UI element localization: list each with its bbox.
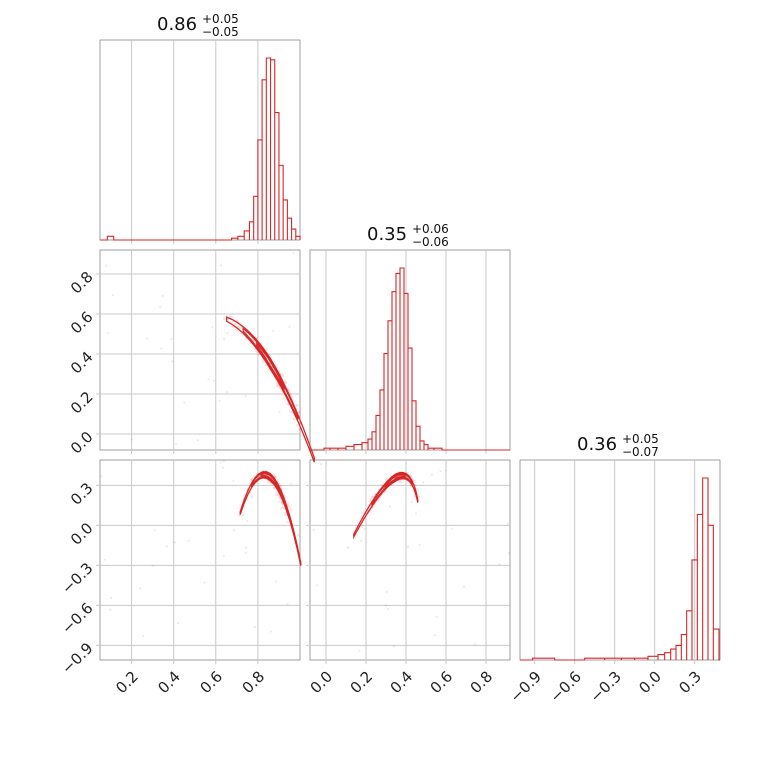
contour-0-1-1 (242, 327, 299, 420)
grid-1-0 (96, 250, 300, 454)
grid-0-0 (131, 40, 259, 244)
contour-0-1-0 (256, 341, 285, 390)
ytick-label-1-3: 0.6 (67, 308, 97, 338)
xtick-label-1-3: 0.6 (427, 668, 457, 698)
panel-scatter-0-2 (99, 459, 301, 661)
grid-2-2 (534, 460, 696, 664)
contour-0-1-2 (226, 316, 315, 463)
contour-1-2-1 (371, 472, 413, 508)
histogram-param-0 (100, 57, 301, 241)
panel-scatter-0-1 (99, 249, 301, 451)
ytick-label-1-2: 0.4 (67, 348, 97, 378)
xtick-label-2-0: −0.9 (506, 668, 544, 706)
xtick-label-0-2: 0.6 (196, 668, 226, 698)
title-param-2: 0.36 (577, 434, 617, 455)
ytick-label-2-3: 0.0 (67, 519, 97, 549)
xtick-label-1-2: 0.4 (387, 668, 417, 698)
contours-0-2 (239, 471, 302, 566)
title-param-1-plus: +0.06 (412, 222, 449, 236)
panel-scatter-1-2 (309, 459, 511, 661)
xtick-label-0-1: 0.4 (154, 668, 184, 698)
histogram-param-1 (310, 267, 510, 451)
scatter-0-1 (105, 251, 302, 446)
xtick-label-2-3: 0.0 (635, 668, 665, 698)
panel-hist-param-2 (519, 459, 721, 661)
grid-1-1 (325, 250, 487, 454)
xtick-label-0-0: 0.2 (112, 668, 142, 698)
contour-0-2-2 (239, 471, 302, 566)
title-param-2-plus: +0.05 (622, 432, 659, 446)
scatter-1-2 (312, 462, 511, 652)
ytick-label-1-1: 0.2 (67, 388, 97, 418)
ytick-label-1-0: 0.0 (67, 428, 97, 458)
xtick-label-1-0: 0.0 (307, 668, 337, 698)
contour-1-2-0 (384, 473, 406, 489)
title-param-2-minus: −0.07 (622, 445, 659, 459)
title-param-0-minus: −0.05 (202, 25, 239, 39)
grid-2-0 (96, 460, 300, 664)
title-param-1: 0.35 (367, 224, 407, 245)
ytick-label-2-0: −0.9 (58, 639, 96, 677)
xtick-label-1-4: 0.8 (467, 668, 497, 698)
title-param-0: 0.86 (157, 14, 197, 35)
contour-1-2-2 (353, 471, 419, 540)
grid-2-1 (306, 460, 510, 664)
xtick-label-1-1: 0.2 (347, 668, 377, 698)
histogram-param-2 (520, 477, 720, 661)
xtick-label-2-4: 0.3 (675, 668, 705, 698)
scatter-0-2 (100, 460, 302, 638)
xtick-label-0-3: 0.8 (239, 668, 269, 698)
xtick-label-2-2: −0.3 (586, 668, 624, 706)
xtick-label-2-1: −0.6 (546, 668, 584, 706)
panel-hist-param-1 (309, 249, 511, 451)
ytick-label-2-1: −0.6 (58, 599, 96, 637)
ytick-label-1-4: 0.8 (67, 268, 97, 298)
ytick-label-2-4: 0.3 (67, 479, 97, 509)
title-param-0-plus: +0.05 (202, 12, 239, 26)
title-param-1-minus: −0.06 (412, 235, 449, 249)
contours-1-2 (353, 471, 419, 540)
ytick-label-2-2: −0.3 (58, 559, 96, 597)
contours-0-1 (226, 316, 315, 463)
